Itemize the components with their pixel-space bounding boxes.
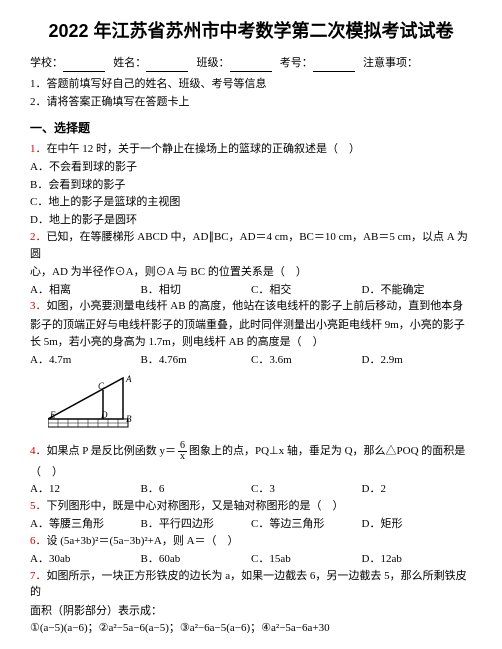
q3-opt-b: B．4.76m	[141, 352, 252, 369]
page-title: 2022 年江苏省苏州市中考数学第二次模拟考试试卷	[30, 18, 472, 45]
q5-num: 5．	[30, 500, 47, 512]
q7-num: 7．	[30, 570, 47, 582]
question-2: 2．已知，在等腰梯形 ABCD 中，AD∥BC，AD＝4 cm，BC＝10 cm…	[30, 229, 472, 262]
q1-opt-c: C．地上的影子是篮球的主视图	[30, 194, 472, 211]
q7-text2: 面积（阴影部分）表示成：	[30, 603, 472, 620]
svg-text:E: E	[49, 410, 56, 420]
school-label: 学校：	[30, 57, 63, 69]
question-7: 7．如图所示，一块正方形铁皮的边长为 a，如果一边截去 6，另一边截去 5，那么…	[30, 568, 472, 601]
q3-opt-c: C．3.6m	[251, 352, 362, 369]
svg-text:D: D	[100, 410, 108, 420]
q4-options: A．12 B．6 C．3 D．2	[30, 481, 472, 498]
q5-opt-c: C．等边三角形	[251, 516, 362, 533]
q3-text3: 长 5m，若小亮的身高为 1.7m，则电线杆 AB 的高度是（ ）	[30, 334, 472, 351]
q4-opt-c: C．3	[251, 481, 362, 498]
q3-num: 3．	[30, 300, 47, 312]
q7-text1: 如图所示，一块正方形铁皮的边长为 a，如果一边截去 6，另一边截去 5，那么所剩…	[30, 570, 467, 599]
q5-opt-d: D．矩形	[362, 516, 473, 533]
meta-row: 学校： 姓名： 班级： 考号： 注意事项：	[30, 55, 472, 72]
q3-opt-d: D．2.9m	[362, 352, 473, 369]
instruction-1: 1．答题前填写好自己的姓名、班级、考号等信息	[30, 76, 472, 93]
svg-text:B: B	[126, 414, 132, 424]
q1-opt-a: A．不会看到球的影子	[30, 159, 472, 176]
q7-text3: ①(a−5)(a−6)；②a²−5a−6(a−5)；③a²−6a−5(a−6)；…	[30, 620, 472, 637]
question-6: 6．设 (5a+3b)²＝(5a−3b)²+A，则 A＝（ ）	[30, 533, 472, 550]
examno-label: 考号：	[280, 57, 313, 69]
q3-opt-a: A．4.7m	[30, 352, 141, 369]
q4-num: 4．	[30, 445, 47, 457]
q2-opt-a: A．相离	[30, 282, 141, 299]
q1-opt-d: D．地上的影子是圆环	[30, 212, 472, 229]
question-1: 1．在中午 12 时，关于一个静止在操场上的篮球的正确叙述是（ ）	[30, 141, 472, 158]
q4-opt-b: B．6	[141, 481, 252, 498]
q1-num: 1．	[30, 143, 47, 155]
q2-text2: 心，AD 为半径作⊙A，则⊙A 与 BC 的位置关系是（ ）	[30, 264, 472, 281]
q6-text: 设 (5a+3b)²＝(5a−3b)²+A，则 A＝（ ）	[47, 535, 239, 547]
svg-text:C: C	[98, 381, 105, 391]
q4-frac-den: x	[178, 452, 187, 462]
section-1-title: 一、选择题	[30, 119, 472, 137]
q4-opt-a: A．12	[30, 481, 141, 498]
q3-text1: 如图，小亮要测量电线杆 AB 的高度，他站在该电线杆的影子上前后移动，直到他本身	[47, 300, 464, 312]
q2-num: 2．	[30, 231, 47, 243]
name-label: 姓名：	[113, 57, 146, 69]
q4-fraction: 6x	[178, 441, 187, 462]
q5-opt-b: B．平行四边形	[141, 516, 252, 533]
q3-diagram: A B C D E	[48, 374, 472, 435]
q4-close: （ ）	[30, 464, 472, 481]
q2-text1: 已知，在等腰梯形 ABCD 中，AD∥BC，AD＝4 cm，BC＝10 cm，A…	[30, 231, 468, 260]
q1-opt-b: B．会看到球的影子	[30, 177, 472, 194]
q1-text: 在中午 12 时，关于一个静止在操场上的篮球的正确叙述是（ ）	[47, 143, 361, 155]
svg-text:A: A	[125, 374, 132, 384]
q4-frac-num: 6	[178, 441, 187, 452]
q2-options: A．相离 B．相切 C．相交 D．不能确定	[30, 282, 472, 299]
class-label: 班级：	[197, 57, 230, 69]
q5-text: 下列图形中，既是中心对称图形，又是轴对称图形的是（ ）	[47, 500, 344, 512]
q4-text-post: 图象上的点，PQ⊥x 轴，垂足为 Q，那么△POQ 的面积是	[189, 445, 465, 457]
q3-options: A．4.7m B．4.76m C．3.6m D．2.9m	[30, 352, 472, 369]
note-label: 注意事项：	[363, 57, 418, 69]
q5-opt-a: A．等腰三角形	[30, 516, 141, 533]
q6-opt-c: C．15ab	[251, 551, 362, 568]
q2-opt-c: C．相交	[251, 282, 362, 299]
q6-opt-a: A．30ab	[30, 551, 141, 568]
examno-blank	[313, 60, 355, 72]
q3-text2: 影子的顶端正好与电线杆影子的顶端重叠，此时同伴测量出小亮距电线杆 9m，小亮的影…	[30, 317, 472, 334]
question-5: 5．下列图形中，既是中心对称图形，又是轴对称图形的是（ ）	[30, 498, 472, 515]
q6-num: 6．	[30, 535, 47, 547]
school-blank	[63, 60, 105, 72]
q4-text-pre: 如果点 P 是反比例函数 y＝	[47, 445, 176, 457]
q6-opt-d: D．12ab	[362, 551, 473, 568]
q2-opt-b: B．相切	[141, 282, 252, 299]
question-4: 4．如果点 P 是反比例函数 y＝6x图象上的点，PQ⊥x 轴，垂足为 Q，那么…	[30, 441, 472, 462]
class-blank	[230, 60, 272, 72]
name-blank	[146, 60, 188, 72]
instruction-2: 2．请将答案正确填写在答题卡上	[30, 94, 472, 111]
q5-options: A．等腰三角形 B．平行四边形 C．等边三角形 D．矩形	[30, 516, 472, 533]
q6-options: A．30ab B．60ab C．15ab D．12ab	[30, 551, 472, 568]
q4-opt-d: D．2	[362, 481, 473, 498]
q2-opt-d: D．不能确定	[362, 282, 473, 299]
question-3: 3．如图，小亮要测量电线杆 AB 的高度，他站在该电线杆的影子上前后移动，直到他…	[30, 298, 472, 315]
q6-opt-b: B．60ab	[141, 551, 252, 568]
